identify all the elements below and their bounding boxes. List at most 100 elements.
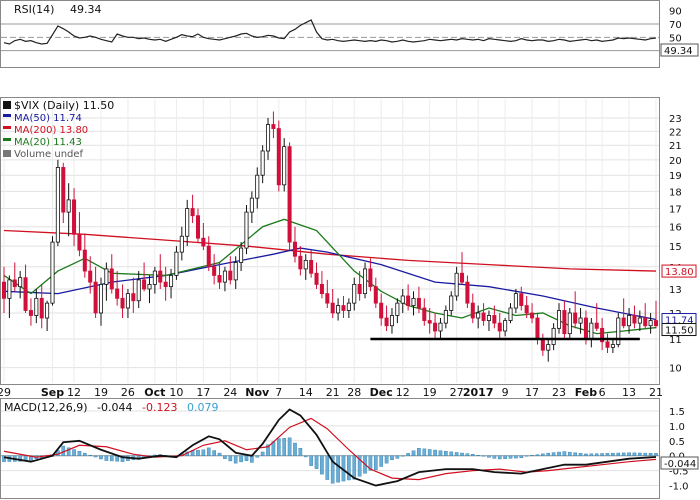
candle-body	[551, 327, 556, 345]
x-tick-label: 6	[599, 386, 606, 399]
macd-histogram-bar	[99, 455, 103, 460]
candle-body	[179, 235, 184, 253]
macd-histogram-bar	[325, 455, 330, 480]
candle-body	[632, 315, 637, 324]
candle-body	[395, 302, 400, 316]
candle-body	[400, 295, 405, 304]
candle-body	[222, 270, 227, 283]
macd-histogram-bar	[2, 455, 6, 462]
candle-body	[556, 310, 562, 329]
macd-histogram-bar	[330, 455, 335, 484]
candle-body	[562, 310, 567, 335]
candle-body	[519, 293, 524, 306]
candle-body	[228, 270, 233, 281]
candle-body	[653, 320, 659, 327]
candle-body	[341, 305, 346, 311]
macd-histogram-bar	[573, 452, 577, 456]
candle-body	[18, 277, 23, 288]
macd-title: MACD(12,26,9) -0.044 -0.123 0.079	[4, 401, 218, 414]
candle-body	[185, 208, 190, 237]
macd-histogram-bar	[395, 455, 400, 459]
macd-histogram-bar	[400, 455, 405, 457]
candle-body	[330, 302, 335, 314]
candle-body	[492, 315, 497, 324]
macd-histogram-bar	[481, 455, 486, 457]
candle-body	[600, 327, 605, 343]
macd-histogram-bar	[83, 452, 87, 456]
legend-ma200: MA(200) 13.80	[14, 125, 88, 136]
rsi-panel: 90705030 RSI(14) 49.34 49.34	[0, 0, 699, 68]
macd-histogram-bar	[654, 453, 658, 456]
candle-body	[454, 272, 459, 297]
candle-body	[98, 283, 104, 314]
candle-body	[233, 262, 238, 281]
macd-histogram-bar	[271, 441, 276, 456]
ma200-line	[3, 229, 657, 272]
macd-last-value: -0.044	[664, 459, 696, 470]
candle-body	[314, 272, 319, 285]
macd-tick-label: 1.0	[669, 422, 685, 433]
candle-body	[535, 317, 540, 340]
macd-histogram-bar	[93, 455, 98, 458]
candle-body	[12, 279, 17, 288]
macd-histogram-bar	[223, 455, 227, 459]
x-tick-label: Sep	[41, 386, 64, 399]
ma50-line	[3, 247, 657, 321]
candle-body	[449, 295, 454, 311]
macd-histogram-bar	[535, 454, 540, 456]
macd-histogram-bar	[497, 455, 502, 460]
candle-body	[45, 302, 50, 319]
price-tick-label: 13	[669, 285, 682, 296]
macd-value: -0.044	[97, 401, 132, 414]
candle-body	[163, 281, 168, 288]
candle-body	[567, 312, 572, 335]
candle-body	[249, 197, 254, 213]
candle-body	[77, 233, 82, 251]
macd-histogram-bar	[196, 449, 200, 456]
candle-body	[573, 312, 578, 324]
candle-body	[276, 128, 281, 186]
macd-histogram-bar	[557, 451, 561, 456]
candle-body	[303, 260, 308, 270]
macd-histogram-bar	[309, 455, 313, 466]
x-tick-label: Dec	[370, 386, 393, 399]
candle-body	[23, 277, 28, 311]
candle-body	[298, 255, 303, 270]
macd-histogram-bar	[621, 452, 626, 456]
macd-histogram-bar	[293, 442, 297, 456]
candle-body	[389, 315, 394, 327]
macd-histogram-bar	[109, 455, 114, 462]
candle-body	[627, 315, 632, 327]
x-tick-label: 14	[299, 386, 313, 399]
candle-body	[325, 293, 330, 304]
macd-histogram-bar	[648, 453, 653, 456]
macd-histogram-bar	[217, 452, 222, 456]
candle-body	[497, 322, 502, 332]
macd-histogram-bar	[465, 453, 470, 456]
legend-swatch-ma200	[3, 126, 11, 129]
x-tick-label: Oct	[144, 386, 165, 399]
candle-body	[212, 266, 217, 276]
legend-ma50: MA(50) 11.74	[14, 113, 82, 124]
candle-body	[384, 317, 389, 327]
candle-body	[206, 245, 211, 268]
candle-body	[524, 305, 529, 314]
legend-swatch-ma20	[3, 138, 11, 141]
macd-histogram-bar	[584, 453, 588, 456]
rsi-gridlines	[1, 23, 659, 52]
candle-body	[239, 247, 244, 263]
candle-body	[292, 241, 297, 257]
candle-body	[55, 167, 60, 243]
candle-body	[422, 307, 427, 321]
macd-histogram-bar	[303, 455, 308, 458]
price-panel: 2322212019181716151413121110 29Sep121926…	[0, 97, 697, 399]
macd-histogram-bar	[379, 455, 384, 467]
x-tick-label: 10	[169, 386, 183, 399]
macd-histogram-bar	[519, 455, 524, 459]
rsi-line	[3, 19, 657, 45]
macd-histogram-bar	[594, 453, 599, 456]
macd-histogram-bar	[524, 455, 529, 457]
macd-histogram-bar	[487, 455, 491, 458]
